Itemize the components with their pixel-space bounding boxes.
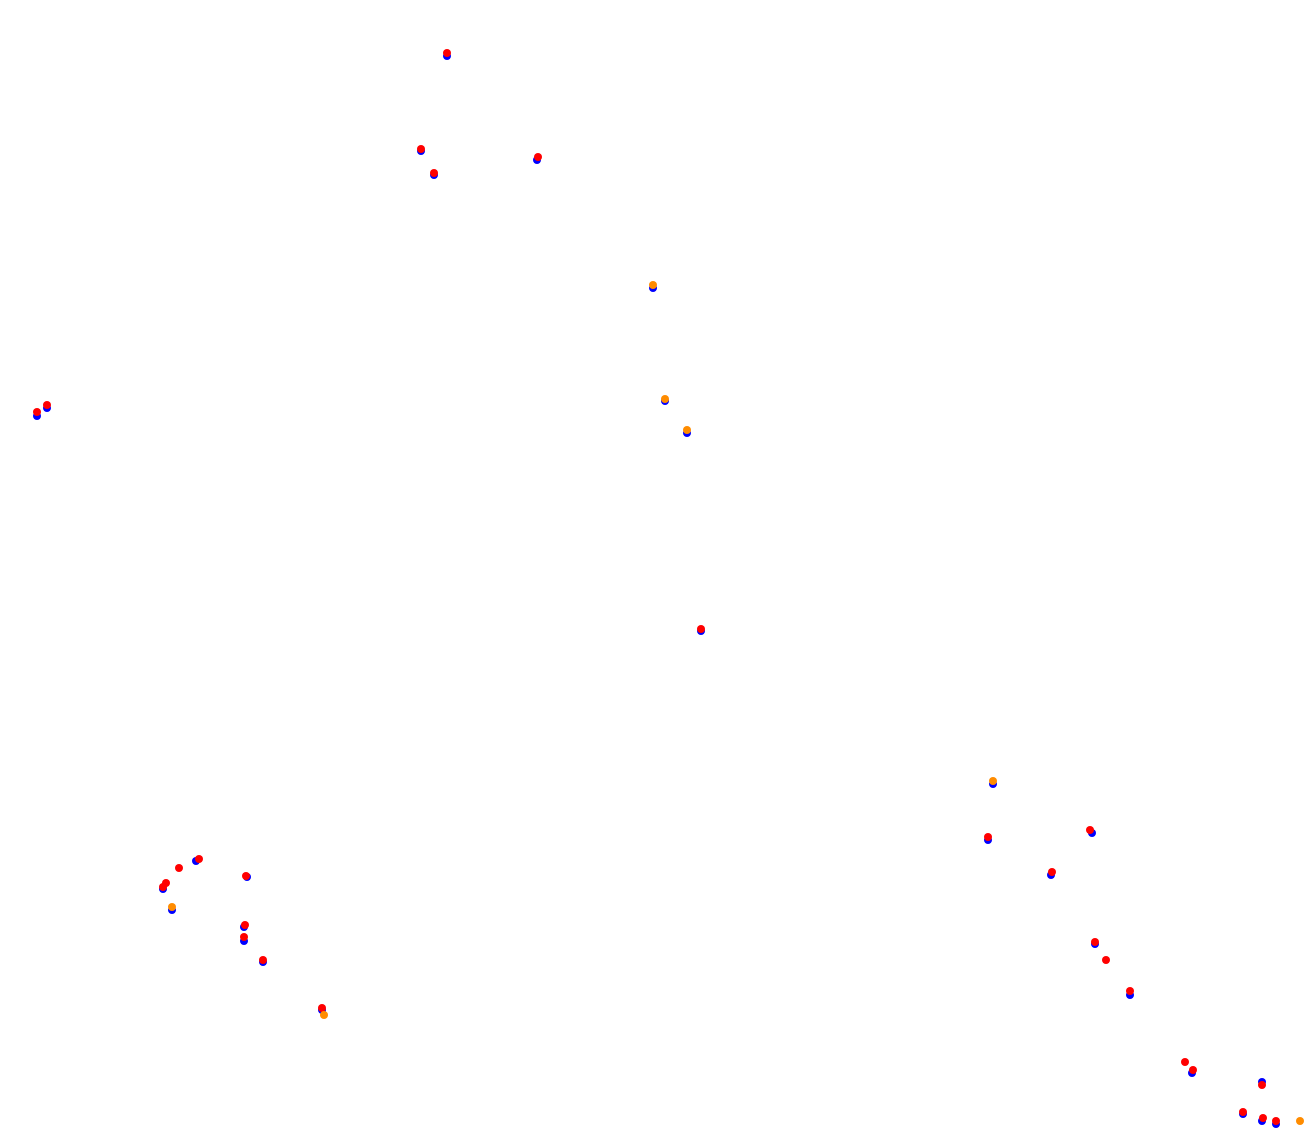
- data-point: [1102, 956, 1110, 964]
- data-point: [1086, 826, 1094, 834]
- data-point: [534, 153, 542, 161]
- data-point: [1239, 1108, 1247, 1116]
- data-point: [1296, 1117, 1304, 1125]
- series-1: [33, 49, 1280, 1125]
- data-point: [1048, 868, 1056, 876]
- data-point: [318, 1004, 326, 1012]
- data-point: [989, 777, 997, 785]
- data-point: [661, 395, 669, 403]
- series-2: [168, 281, 1304, 1125]
- data-point: [1272, 1117, 1280, 1125]
- data-point: [1259, 1114, 1267, 1122]
- data-point: [1126, 987, 1134, 995]
- data-point: [259, 956, 267, 964]
- data-points: [33, 49, 1304, 1128]
- data-point: [242, 872, 250, 880]
- data-point: [683, 426, 691, 434]
- data-point: [168, 903, 176, 911]
- data-point: [159, 883, 167, 891]
- data-point: [649, 281, 657, 289]
- data-point: [241, 921, 249, 929]
- data-point: [417, 145, 425, 153]
- data-point: [320, 1011, 328, 1019]
- data-point: [1181, 1058, 1189, 1066]
- data-point: [240, 933, 248, 941]
- data-point: [1258, 1081, 1266, 1089]
- data-point: [43, 401, 51, 409]
- data-point: [443, 49, 451, 57]
- data-point: [175, 864, 183, 872]
- data-point: [697, 625, 705, 633]
- data-point: [1091, 938, 1099, 946]
- data-point: [1189, 1066, 1197, 1074]
- data-point: [195, 855, 203, 863]
- data-point: [984, 833, 992, 841]
- data-point: [33, 408, 41, 416]
- data-point: [430, 169, 438, 177]
